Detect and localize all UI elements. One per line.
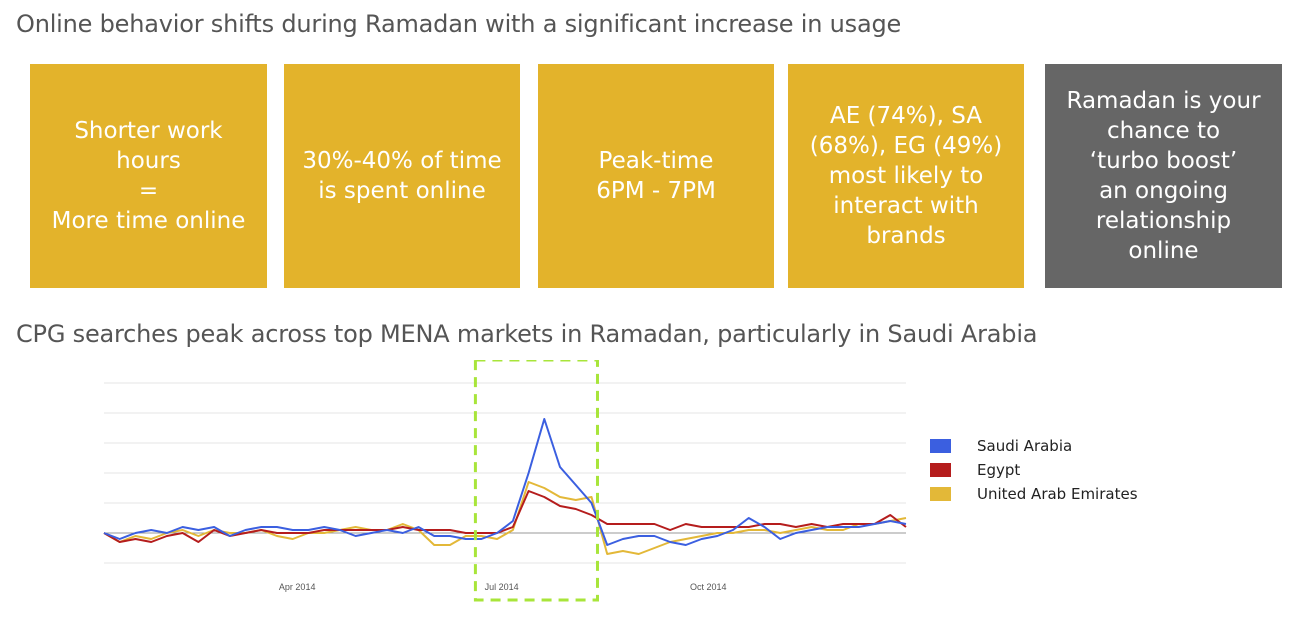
legend-item-egypt: Egypt (930, 458, 1138, 482)
cpg-searches-chart: Apr 2014 Jul 2014 Oct 2014 (103, 360, 907, 602)
series-line-egypt (103, 490, 907, 543)
legend-label: Egypt (977, 461, 1021, 479)
x-tick-label: Oct 2014 (690, 582, 727, 592)
insight-card-turbo-boost: Ramadan is your chance to ‘turbo boost’ … (1045, 64, 1282, 288)
legend-item-uae: United Arab Emirates (930, 482, 1138, 506)
section-heading-cpg-searches: CPG searches peak across top MENA market… (16, 320, 1038, 348)
legend-label: Saudi Arabia (977, 437, 1073, 455)
series-line-united-arab-emirates (103, 481, 907, 555)
x-tick-label: Apr 2014 (279, 582, 316, 592)
insight-card-brand-interaction: AE (74%), SA (68%), EG (49%) most likely… (788, 64, 1024, 288)
legend-swatch-uae (930, 487, 951, 501)
chart-series (103, 418, 907, 555)
series-line-saudi-arabia (103, 418, 907, 546)
legend-item-saudi-arabia: Saudi Arabia (930, 434, 1138, 458)
insight-card-time-online: 30%-40% of time is spent online (284, 64, 520, 288)
chart-gridlines (104, 382, 906, 564)
insight-card-peak-time: Peak-time 6PM - 7PM (538, 64, 774, 288)
insight-card-work-hours: Shorter work hours = More time online (30, 64, 267, 288)
legend-label: United Arab Emirates (977, 485, 1138, 503)
legend-swatch-egypt (930, 463, 951, 477)
ramadan-highlight-box (473, 360, 599, 602)
x-axis-ticks: Apr 2014 Jul 2014 Oct 2014 (279, 582, 727, 592)
legend-swatch-saudi-arabia (930, 439, 951, 453)
chart-legend: Saudi Arabia Egypt United Arab Emirates (930, 434, 1138, 506)
section-heading-usage: Online behavior shifts during Ramadan wi… (16, 10, 902, 38)
x-tick-label: Jul 2014 (485, 582, 519, 592)
